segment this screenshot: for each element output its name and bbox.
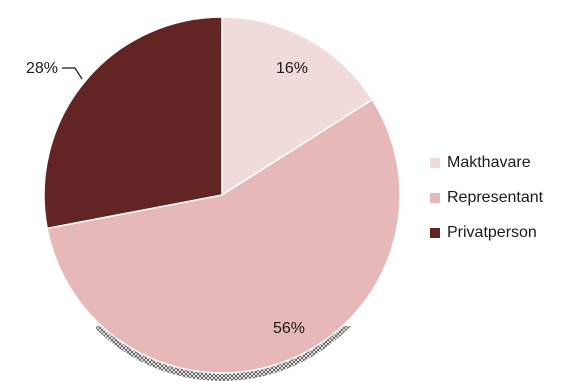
data-label-makthavare: 16% <box>276 60 308 77</box>
legend-swatch-privatperson <box>430 228 440 238</box>
pie-slice-makthavare <box>221 16 374 197</box>
pie-slices <box>43 16 401 374</box>
legend-item-makthavare: Makthavare <box>430 153 543 173</box>
chart-legend: Makthavare Representant Privatperson <box>430 153 543 258</box>
legend-label-privatperson: Privatperson <box>447 224 537 241</box>
data-label-representant: 56% <box>273 320 305 337</box>
pie-slice-representant <box>46 98 401 374</box>
legend-swatch-makthavare <box>430 158 440 168</box>
legend-item-privatperson: Privatperson <box>430 223 543 243</box>
leader-line-privatperson <box>62 67 83 80</box>
legend-item-representant: Representant <box>430 188 543 208</box>
legend-label-makthavare: Makthavare <box>447 154 531 171</box>
legend-label-representant: Representant <box>447 189 544 206</box>
pie-data-labels: 16% 56% 28% <box>26 60 308 337</box>
pie-slice-privatperson <box>43 16 223 230</box>
data-label-privatperson: 28% <box>26 60 58 77</box>
legend-swatch-representant <box>430 193 440 203</box>
